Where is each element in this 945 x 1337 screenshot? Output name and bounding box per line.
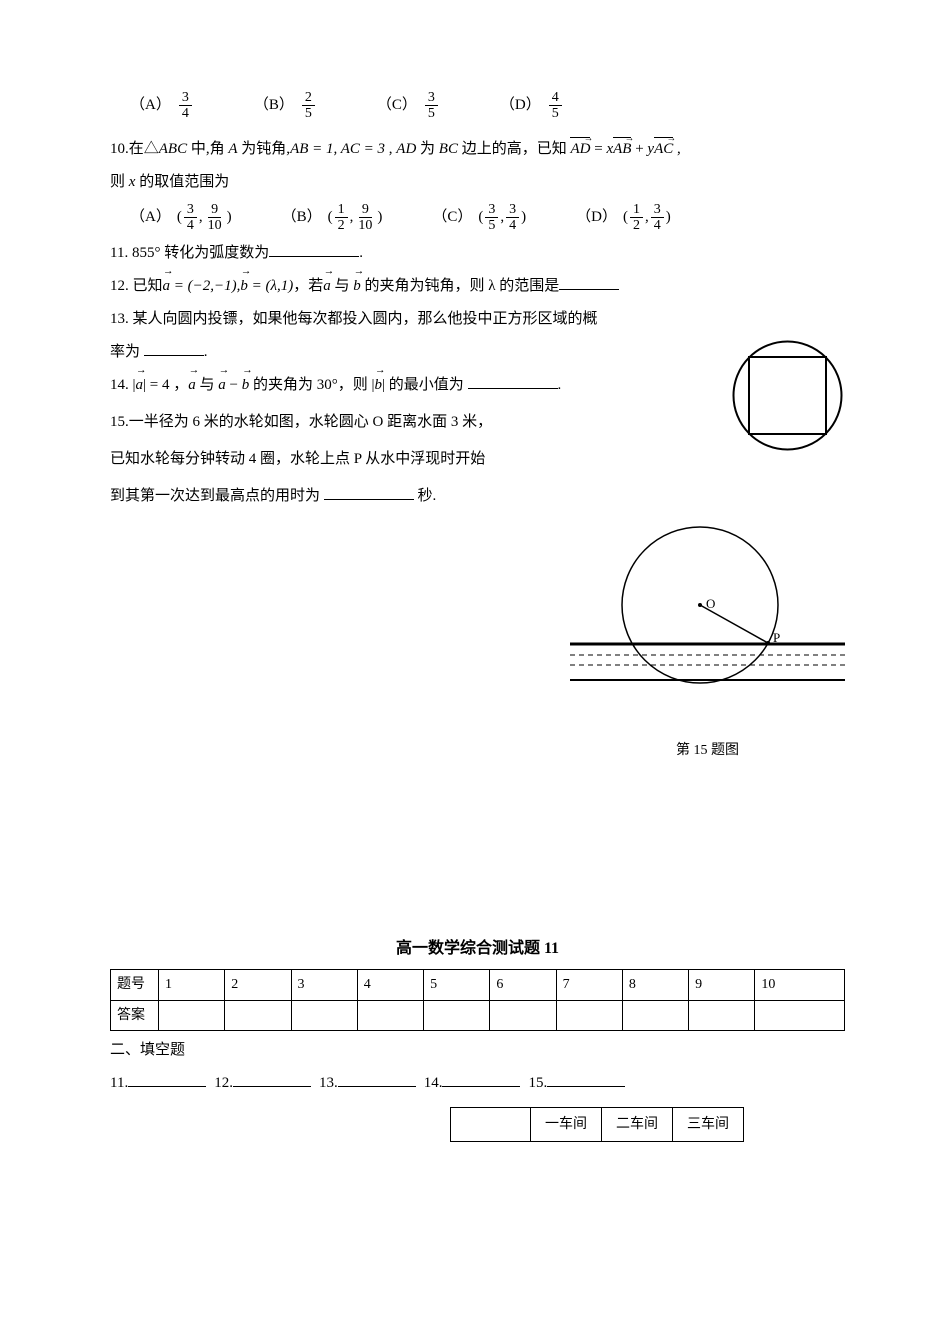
answer-cell[interactable] — [291, 1000, 357, 1030]
q15-blank[interactable] — [324, 485, 414, 500]
header-num: 题号 — [111, 970, 159, 1000]
legend-cell-2: 二车间 — [602, 1107, 673, 1141]
vector-ab: AB — [613, 136, 631, 163]
q9-c-label: （C） — [377, 92, 417, 119]
fill-section-heading: 二、填空题 — [110, 1037, 845, 1064]
q13-blank[interactable] — [144, 341, 204, 356]
fill-11-blank[interactable] — [128, 1072, 206, 1087]
q10-line1: 10.在△ABC 中,角 A 为钝角,AB = 1, AC = 3 , AD 为… — [110, 136, 845, 163]
q10-option-c: （C）(35, 34) — [432, 202, 526, 234]
q14-blank[interactable] — [468, 374, 558, 389]
q12: 12. 已知a = (−2,−1),b = (λ,1)，若a 与 b 的夹角为钝… — [110, 273, 845, 300]
q9-option-b: （B） 25 — [254, 90, 317, 122]
q15-line3: 到其第一次达到最高点的用时为 秒. — [110, 483, 845, 510]
fill-15-blank[interactable] — [547, 1072, 625, 1087]
q11: 11. 855° 转化为弧度数为. — [110, 240, 845, 267]
q15-line1: 15.一半径为 6 米的水轮如图，水轮圆心 O 距离水面 3 米， — [110, 409, 845, 436]
answer-sheet-title: 高一数学综合测试题 11 — [110, 935, 845, 964]
vector-a-icon: a — [163, 273, 171, 300]
answer-cell[interactable] — [755, 1000, 845, 1030]
q10-options: （A）(34, 910) （B）(12, 910) （C）(35, 34) （D… — [130, 202, 845, 234]
q12-blank[interactable] — [559, 275, 619, 290]
vector-ad: AD — [570, 136, 590, 163]
answer-cell[interactable] — [622, 1000, 688, 1030]
q10-line2: 则 x 的取值范围为 — [110, 169, 845, 196]
answer-cell[interactable] — [424, 1000, 490, 1030]
q9-options: （A） 34 （B） 25 （C） 35 （D） 45 — [130, 90, 845, 122]
fill-blanks-row: 11. 12. 13. 14. 15. — [110, 1070, 845, 1097]
answer-cell[interactable] — [556, 1000, 622, 1030]
answer-cell[interactable] — [490, 1000, 556, 1030]
q10-option-d: （D）(12, 34) — [576, 202, 671, 234]
q9-option-c: （C） 35 — [377, 90, 440, 122]
fill-12-blank[interactable] — [233, 1072, 311, 1087]
answer-table: 题号 1 2 3 4 5 6 7 8 9 10 答案 — [110, 969, 845, 1030]
header-ans: 答案 — [111, 1000, 159, 1030]
fill-14-blank[interactable] — [442, 1072, 520, 1087]
q13-line1: 13. 某人向圆内投镖，如果他每次都投入圆内，那么他投中正方形区域的概 — [110, 306, 710, 333]
table-row: 答案 — [111, 1000, 845, 1030]
legend-cell-1: 一车间 — [531, 1107, 602, 1141]
fill-13-blank[interactable] — [338, 1072, 416, 1087]
q15-figure: O P 第 15 题图 — [570, 520, 845, 763]
q9-option-a: （A） 34 — [130, 90, 194, 122]
workshop-legend-table: 一车间 二车间 三车间 — [450, 1107, 744, 1142]
waterwheel-diagram-icon: O P — [570, 520, 845, 720]
q9-option-d: （D） 45 — [500, 90, 564, 122]
q11-blank[interactable] — [269, 242, 359, 257]
q9-a-label: （A） — [130, 92, 171, 119]
answer-cell[interactable] — [689, 1000, 755, 1030]
legend-cell-3: 三车间 — [673, 1107, 744, 1141]
q15-caption: 第 15 题图 — [570, 738, 845, 763]
table-row: 题号 1 2 3 4 5 6 7 8 9 10 — [111, 970, 845, 1000]
answer-cell[interactable] — [159, 1000, 225, 1030]
q10-option-a: （A）(34, 910) — [130, 202, 232, 234]
q9-b-label: （B） — [254, 92, 294, 119]
q13-figure — [730, 338, 845, 463]
q15-line2: 已知水轮每分钟转动 4 圈，水轮上点 P 从水中浮现时开始 — [110, 446, 845, 473]
q9-d-label: （D） — [500, 92, 541, 119]
vector-ac: AC — [654, 136, 673, 163]
vector-b-icon: b — [240, 273, 248, 300]
legend-empty-cell — [451, 1107, 531, 1141]
q14: 14. |a| = 4 ，a 与 a − b 的夹角为 30°，则 |b| 的最… — [110, 372, 845, 399]
q10-option-b: （B）(12, 910) — [282, 202, 383, 234]
answer-cell[interactable] — [225, 1000, 291, 1030]
answer-cell[interactable] — [357, 1000, 423, 1030]
